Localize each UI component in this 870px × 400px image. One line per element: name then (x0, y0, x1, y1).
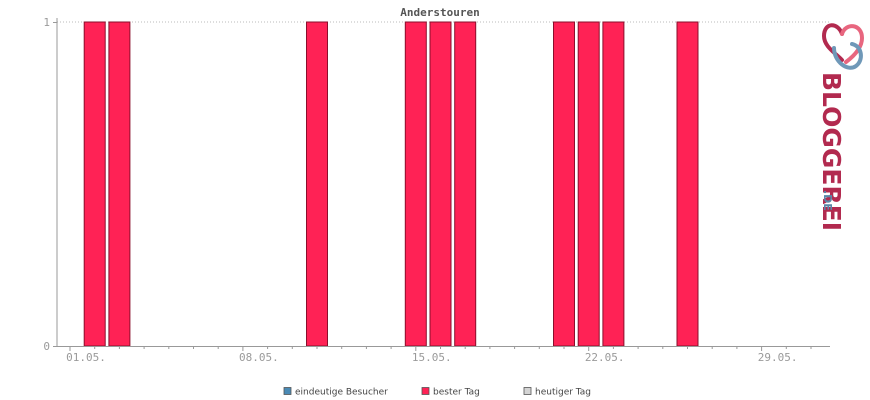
legend-label-1: bester Tag (433, 388, 480, 398)
x-tick-label-4: 29.05. (758, 351, 798, 364)
x-tick-label-0: 01.05. (66, 351, 106, 364)
legend-swatch-2 (523, 387, 532, 395)
legend-label-0: eindeutige Besucher (295, 388, 388, 398)
bar-day-21 (553, 21, 575, 347)
bloggerei-heart-icon (821, 23, 865, 70)
bar-day-2 (83, 21, 106, 347)
bar-day-3 (108, 21, 131, 347)
bloggerei-logo: BLOGGEREI .DE (817, 23, 865, 231)
bar-day-16 (429, 21, 452, 347)
bar-day-26 (676, 21, 699, 347)
x-tick-label-3: 22.05. (585, 351, 625, 364)
bar-day-11 (306, 21, 328, 347)
legend-swatch-1 (421, 387, 430, 395)
legend-item-1: bester Tag (421, 387, 480, 398)
bar-day-17 (454, 21, 477, 347)
legend: eindeutige Besucher bester Tag heutiger Ta… (283, 387, 591, 398)
legend-item-0: eindeutige Besucher (283, 387, 388, 398)
bar-day-23 (602, 21, 625, 347)
bars (83, 21, 699, 347)
x-tick-label-1: 08.05. (239, 351, 279, 364)
y-tick-label-1: 1 (43, 16, 50, 29)
x-tick-label-2: 15.05. (412, 351, 452, 364)
axes (53, 18, 830, 351)
logo-wordmark: BLOGGEREI (817, 72, 846, 231)
legend-swatch-0 (283, 387, 292, 395)
bar-day-15 (404, 21, 427, 347)
legend-item-2: heutiger Tag (523, 387, 591, 398)
x-axis-tick-labels: 01.05. 08.05. 15.05. 22.05. 29.05. (66, 351, 797, 364)
logo-suffix: .DE (821, 190, 834, 211)
legend-label-2: heutiger Tag (535, 388, 591, 398)
y-axis-tick-labels: 01 (43, 16, 50, 353)
y-tick-label-0: 0 (43, 340, 50, 353)
bar-day-22 (577, 21, 600, 347)
chart-title: Anderstouren (400, 6, 479, 19)
